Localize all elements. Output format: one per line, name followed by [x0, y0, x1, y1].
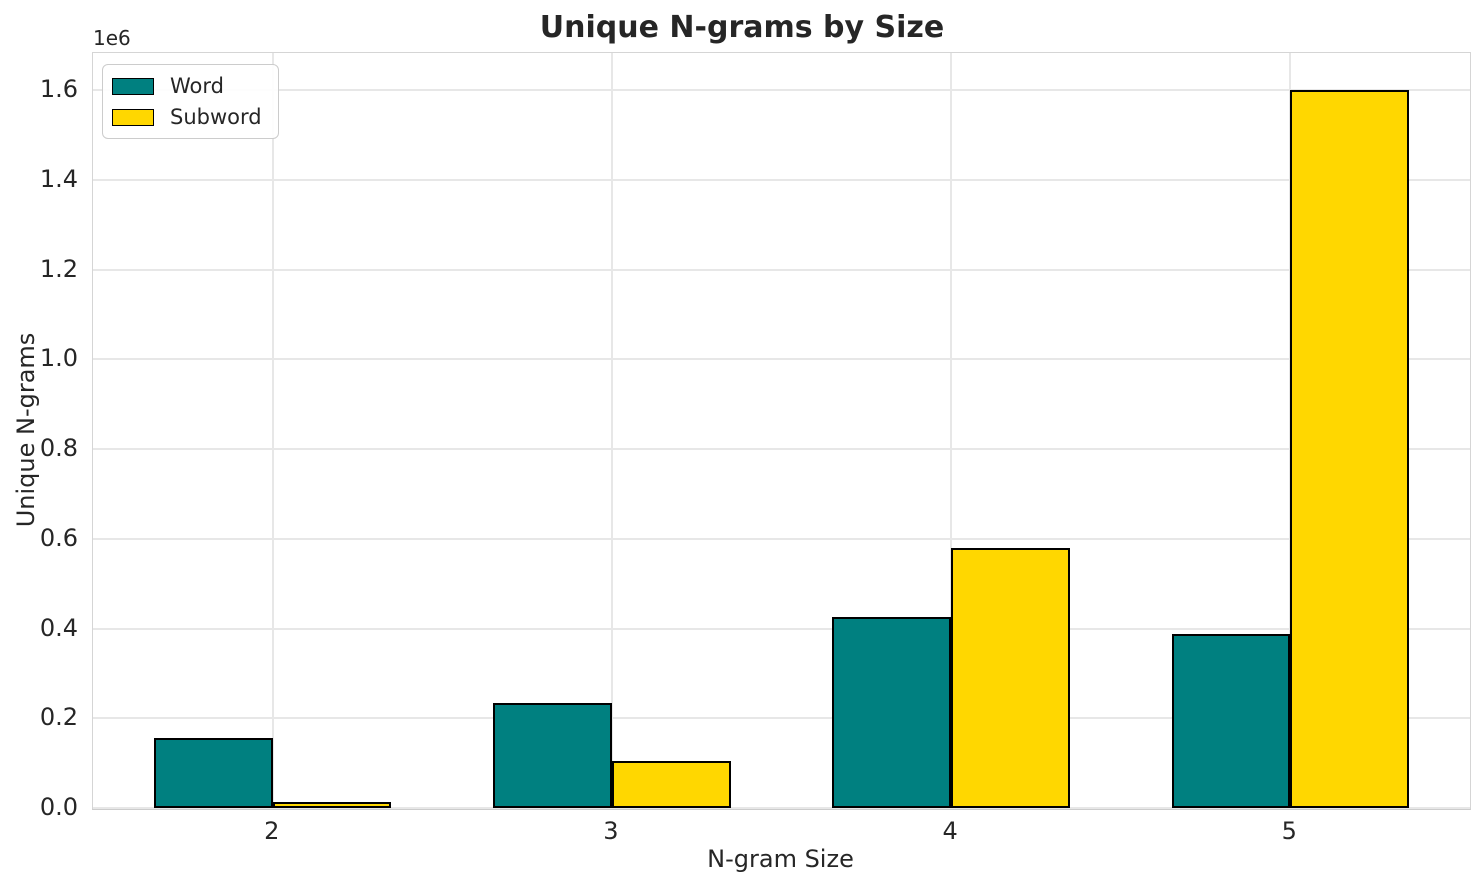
y-tick-label: 1.6	[39, 75, 78, 104]
x-tick-label: 4	[942, 817, 958, 845]
x-tick-label: 5	[1281, 817, 1297, 845]
y-tick-label: 0.0	[39, 793, 78, 821]
plot-area: Word Subword	[92, 52, 1471, 810]
legend-label: Word	[170, 74, 224, 98]
y-tick-label: 1.4	[39, 164, 78, 193]
h-gridline	[93, 178, 1470, 181]
chart-title: Unique N-grams by Size	[539, 10, 945, 45]
x-axis-label: N-gram Size	[707, 845, 854, 873]
h-gridline	[93, 537, 1470, 540]
y-tick-label: 0.4	[39, 613, 78, 642]
legend-swatch-word	[112, 77, 154, 95]
y-tick-label: 1.2	[39, 254, 78, 283]
v-gridline	[610, 53, 613, 808]
h-gridline	[93, 627, 1470, 630]
v-gridline	[950, 53, 953, 808]
bar-subword-4	[951, 548, 1070, 808]
bar-word-4	[832, 617, 952, 808]
h-gridline	[93, 358, 1470, 361]
legend-item-subword: Subword	[112, 105, 262, 129]
bar-word-2	[154, 737, 273, 808]
legend-item-word: Word	[112, 74, 262, 98]
h-gridline	[93, 89, 1470, 92]
y-axis-offset-label: 1e6	[93, 26, 131, 50]
y-tick-label: 1.0	[39, 344, 78, 373]
legend: Word Subword	[102, 64, 279, 139]
h-gridline	[93, 717, 1470, 720]
h-gridline	[93, 807, 1470, 809]
y-tick-label: 0.8	[39, 434, 78, 463]
bar-subword-2	[272, 802, 392, 808]
x-tick-label: 2	[264, 817, 280, 845]
y-tick-label: 0.6	[39, 523, 78, 552]
x-tick-label: 3	[603, 817, 619, 845]
h-gridline	[93, 268, 1470, 271]
bar-word-3	[493, 702, 612, 808]
bar-subword-3	[611, 760, 731, 808]
bar-word-5	[1171, 633, 1291, 808]
legend-label: Subword	[170, 105, 262, 129]
y-tick-label: 0.2	[39, 703, 78, 732]
h-gridline	[93, 448, 1470, 451]
legend-swatch-subword	[112, 108, 154, 126]
v-gridline	[271, 53, 274, 808]
bar-subword-5	[1290, 89, 1409, 808]
